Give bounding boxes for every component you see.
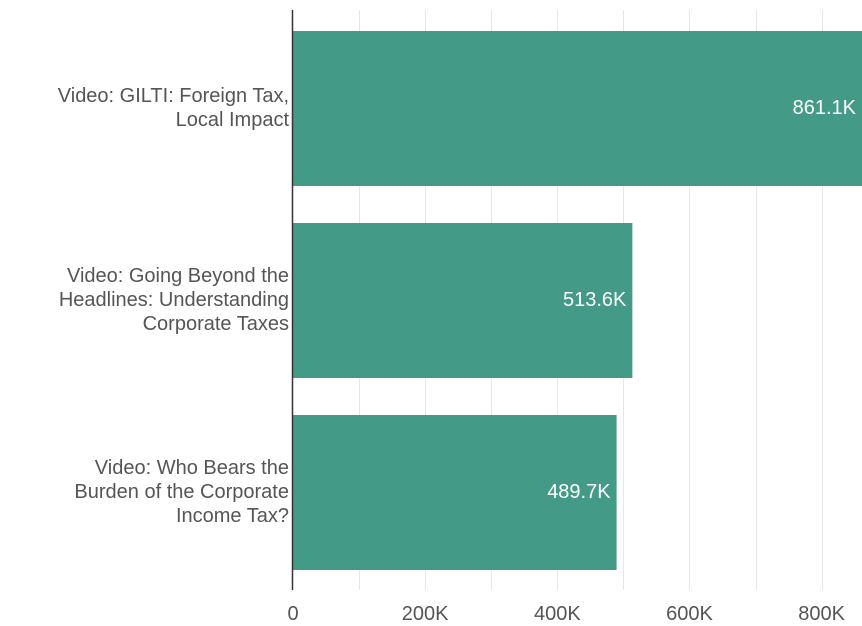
- category-label-line: Corporate Taxes: [143, 313, 289, 335]
- x-tick-label: 200K: [402, 603, 449, 625]
- x-tick-labels: 0 200K 400K 600K 800K: [287, 603, 845, 625]
- category-label: Video: Going Beyond the Headlines: Unders…: [59, 265, 289, 335]
- value-label: 861.1K: [793, 97, 857, 119]
- category-label-line: Headlines: Understanding: [59, 289, 289, 311]
- category-label: Video: Who Bears the Burden of the Corpor…: [74, 457, 289, 527]
- category-label-line: Income Tax?: [176, 505, 289, 527]
- bar: [293, 415, 617, 570]
- category-label-line: Video: Going Beyond the: [67, 265, 289, 287]
- bars: 861.1K 513.6K 489.7K: [293, 31, 862, 570]
- category-label: Video: GILTI: Foreign Tax, Local Impact: [58, 85, 290, 131]
- category-label-line: Local Impact: [176, 109, 290, 131]
- x-tick-label: 0: [287, 603, 298, 625]
- x-tick-label: 800K: [798, 603, 845, 625]
- category-label-line: Video: GILTI: Foreign Tax,: [58, 85, 289, 107]
- x-tick-label: 600K: [666, 603, 713, 625]
- category-labels: Video: GILTI: Foreign Tax, Local ImpactVi…: [58, 85, 290, 527]
- value-label: 489.7K: [547, 481, 611, 503]
- category-label-line: Burden of the Corporate: [74, 481, 289, 503]
- value-label: 513.6K: [563, 289, 627, 311]
- bar: [293, 223, 633, 378]
- category-label-line: Video: Who Bears the: [95, 457, 289, 479]
- x-tick-label: 400K: [534, 603, 581, 625]
- bar: [293, 31, 862, 186]
